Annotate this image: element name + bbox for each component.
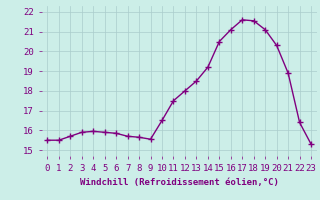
X-axis label: Windchill (Refroidissement éolien,°C): Windchill (Refroidissement éolien,°C) bbox=[80, 178, 279, 187]
